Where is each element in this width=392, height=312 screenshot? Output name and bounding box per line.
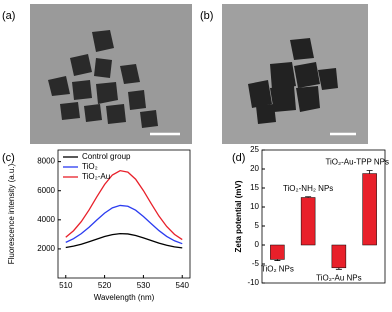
x-axis-label: Wavelength (nm) bbox=[94, 293, 155, 302]
error-bar bbox=[274, 259, 281, 261]
y-tick-label: 20 bbox=[250, 164, 259, 173]
y-axis-label: Fluorescence intensity (a.u.) bbox=[7, 163, 16, 264]
y-tick-label: -5 bbox=[252, 259, 260, 268]
y-tick-label: 15 bbox=[250, 183, 259, 192]
y-tick-label: 2000 bbox=[37, 244, 55, 253]
panel-label: (a) bbox=[2, 10, 15, 22]
y-tick-label: 0 bbox=[255, 240, 260, 249]
plot-frame bbox=[57, 149, 191, 279]
y-tick-label: 25 bbox=[250, 145, 259, 154]
bar-label: TiO₂-Au-TPP NPs bbox=[325, 158, 389, 167]
legend-label: TiO₂ bbox=[82, 162, 98, 171]
legend-label: Control group bbox=[82, 152, 131, 161]
y-tick-label: 5 bbox=[255, 221, 260, 230]
y-axis-label: Zeta potential (mV) bbox=[234, 180, 243, 252]
x-tick-label: 540 bbox=[176, 281, 190, 290]
panel-label: (b) bbox=[200, 10, 213, 22]
tem-image-b bbox=[222, 4, 368, 144]
error-bar bbox=[366, 170, 373, 174]
x-tick-label: 510 bbox=[59, 281, 73, 290]
panel-label: (d) bbox=[232, 152, 245, 164]
panel-label: (c) bbox=[2, 152, 15, 164]
y-tick-label: -10 bbox=[247, 278, 259, 287]
legend-label: TiO₂-Au bbox=[82, 172, 110, 181]
plot-frame bbox=[261, 149, 386, 284]
bar bbox=[362, 173, 377, 246]
tem-image-a bbox=[30, 4, 192, 144]
line-series bbox=[65, 204, 183, 245]
line-series bbox=[65, 169, 183, 241]
y-tick-label: 6000 bbox=[37, 186, 55, 195]
bar-label: TiO₂-Au NPs bbox=[316, 273, 361, 282]
error-bar bbox=[305, 196, 312, 198]
bar bbox=[331, 244, 347, 269]
y-tick-label: 4000 bbox=[37, 215, 55, 224]
y-tick-label: 8000 bbox=[37, 157, 55, 166]
y-tick-label: 10 bbox=[250, 202, 259, 211]
x-tick-label: 520 bbox=[98, 281, 112, 290]
error-bar bbox=[335, 267, 342, 270]
x-tick-label: 530 bbox=[137, 281, 151, 290]
bar bbox=[270, 244, 285, 260]
bar-label: TiO₂ NPs bbox=[261, 265, 294, 274]
bar bbox=[300, 197, 316, 246]
bar-label: TiO₂-NH₂ NPs bbox=[283, 184, 333, 193]
line-series bbox=[65, 232, 183, 249]
